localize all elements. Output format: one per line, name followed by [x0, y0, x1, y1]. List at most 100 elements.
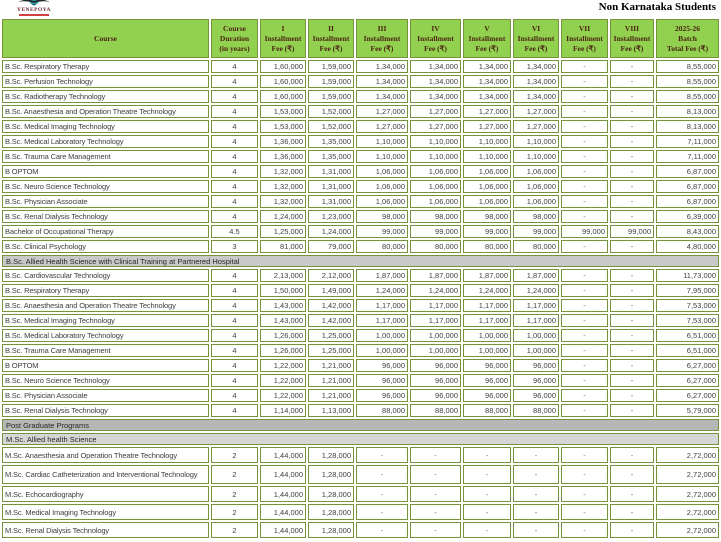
course-cell: Bachelor of Occupational Therapy	[2, 225, 209, 238]
column-header: VI Installment Fee (₹)	[513, 19, 559, 58]
installment-fee-cell: 1,25,000	[308, 329, 354, 342]
installment-fee-cell: 1,60,000	[260, 60, 306, 73]
installment-fee-cell: 81,000	[260, 240, 306, 253]
installment-fee-cell: -	[561, 165, 608, 178]
installment-fee-cell: 1,17,000	[513, 314, 559, 327]
installment-fee-cell: 96,000	[463, 374, 511, 387]
total-fee-cell: 8,55,000	[656, 75, 719, 88]
installment-fee-cell: 1,00,000	[356, 344, 408, 357]
installment-fee-cell: 96,000	[513, 374, 559, 387]
installment-fee-cell: 98,000	[513, 210, 559, 223]
duration-cell: 4	[211, 359, 258, 372]
installment-fee-cell: 1,44,000	[260, 465, 306, 484]
installment-fee-cell: 1,06,000	[356, 180, 408, 193]
installment-fee-cell: 1,53,000	[260, 120, 306, 133]
installment-fee-cell: -	[561, 240, 608, 253]
table-row: B OPTOM 4 1,22,000 1,21,000 96,000 96,000 96,0…	[2, 359, 719, 372]
course-cell: M.Sc. Cardiac Catheterization and Interv…	[2, 465, 209, 484]
installment-fee-cell: 1,06,000	[356, 195, 408, 208]
installment-fee-cell: 1,32,000	[260, 180, 306, 193]
course-cell: B.Sc. Cardiovascular Technology	[2, 269, 209, 282]
column-header-line: Course	[94, 33, 117, 43]
installment-fee-cell: 1,60,000	[260, 90, 306, 103]
installment-fee-cell: -	[561, 195, 608, 208]
course-cell: B.Sc. Medical Laboratory Technology	[2, 135, 209, 148]
installment-fee-cell: 80,000	[513, 240, 559, 253]
table-row: Bachelor of Occupational Therapy 4.5 1,25,…	[2, 225, 719, 238]
installment-fee-cell: -	[561, 60, 608, 73]
column-header: IV Installment Fee (₹)	[410, 19, 461, 58]
duration-cell: 4	[211, 299, 258, 312]
installment-fee-cell: 1,06,000	[463, 195, 511, 208]
installment-fee-cell: 1,34,000	[356, 90, 408, 103]
installment-fee-cell: 1,00,000	[513, 344, 559, 357]
installment-fee-cell: 1,60,000	[260, 75, 306, 88]
installment-fee-cell: 1,06,000	[410, 195, 461, 208]
installment-fee-cell: 1,35,000	[308, 150, 354, 163]
installment-fee-cell: 1,17,000	[356, 299, 408, 312]
total-fee-cell: 6,51,000	[656, 344, 719, 357]
column-header-line: VII	[578, 23, 591, 33]
duration-cell: 2	[211, 504, 258, 520]
installment-fee-cell: -	[610, 389, 654, 402]
duration-cell: 4	[211, 269, 258, 282]
course-cell: B.Sc. Respiratory Therapy	[2, 284, 209, 297]
installment-fee-cell: -	[561, 374, 608, 387]
installment-fee-cell: 96,000	[356, 359, 408, 372]
installment-fee-cell: 1,42,000	[308, 299, 354, 312]
total-fee-cell: 8,13,000	[656, 105, 719, 118]
table-row: M.Sc. Echocardiography 2 1,44,000 1,28,000-…	[2, 486, 719, 502]
total-fee-cell: 7,95,000	[656, 284, 719, 297]
section-header-label: M.Sc. Allied health Science	[2, 433, 719, 445]
installment-fee-cell: 1,52,000	[308, 120, 354, 133]
installment-fee-cell: -	[610, 269, 654, 282]
installment-fee-cell: 1,24,000	[308, 225, 354, 238]
installment-fee-cell: -	[610, 75, 654, 88]
duration-cell: 2	[211, 522, 258, 538]
installment-fee-cell: 1,17,000	[410, 314, 461, 327]
total-fee-cell: 2,72,000	[656, 486, 719, 502]
installment-fee-cell: -	[610, 486, 654, 502]
installment-fee-cell: 1,00,000	[463, 344, 511, 357]
duration-cell: 4	[211, 195, 258, 208]
course-cell: B.Sc. Medical Imaging Technology	[2, 120, 209, 133]
bird-emblem-icon	[18, 0, 50, 6]
installment-fee-cell: 96,000	[463, 389, 511, 402]
installment-fee-cell: 1,28,000	[308, 447, 354, 463]
installment-fee-cell: -	[561, 90, 608, 103]
column-header-line: Installment	[417, 33, 454, 43]
installment-fee-cell: -	[561, 150, 608, 163]
table-row: B.Sc. Neuro Science Technology 4 1,22,000 1…	[2, 374, 719, 387]
duration-cell: 4	[211, 105, 258, 118]
header-row: Course Course Duration (in years) I Installme…	[2, 19, 719, 58]
installment-fee-cell: 1,34,000	[410, 75, 461, 88]
installment-fee-cell: 99,000	[561, 225, 608, 238]
installment-fee-cell: 96,000	[356, 374, 408, 387]
course-cell: B.Sc. Physician Associate	[2, 195, 209, 208]
installment-fee-cell: 99,000	[610, 225, 654, 238]
table-row: B.Sc. Renal Dialysis Technology 4 1,24,000…	[2, 210, 719, 223]
installment-fee-cell: -	[610, 135, 654, 148]
table-row: M.Sc. Renal Dialysis Technology 2 1,44,000…	[2, 522, 719, 538]
table-row: B.Sc. Clinical Psychology 3 81,000 79,000 80…	[2, 240, 719, 253]
installment-fee-cell: 2,13,000	[260, 269, 306, 282]
total-fee-cell: 2,72,000	[656, 447, 719, 463]
column-header-line: VI	[531, 23, 541, 33]
installment-fee-cell: -	[610, 504, 654, 520]
university-logo: YENEPOYA	[9, 0, 59, 16]
installment-fee-cell: 1,34,000	[356, 75, 408, 88]
installment-fee-cell: 1,00,000	[463, 329, 511, 342]
course-cell: M.Sc. Medical Imaging Technology	[2, 504, 209, 520]
installment-fee-cell: -	[356, 504, 408, 520]
course-cell: B.Sc. Anaesthesia and Operation Theatre …	[2, 299, 209, 312]
column-header-line: Course	[223, 23, 246, 33]
installment-fee-cell: -	[561, 359, 608, 372]
page-header: YENEPOYA Non Karnataka Students	[0, 0, 721, 17]
installment-fee-cell: 1,27,000	[410, 105, 461, 118]
installment-fee-cell: -	[463, 465, 511, 484]
installment-fee-cell: 1,17,000	[356, 314, 408, 327]
installment-fee-cell: 1,22,000	[260, 359, 306, 372]
column-header-line: Installment	[566, 33, 603, 43]
duration-cell: 4	[211, 60, 258, 73]
installment-fee-cell: 1,14,000	[260, 404, 306, 417]
